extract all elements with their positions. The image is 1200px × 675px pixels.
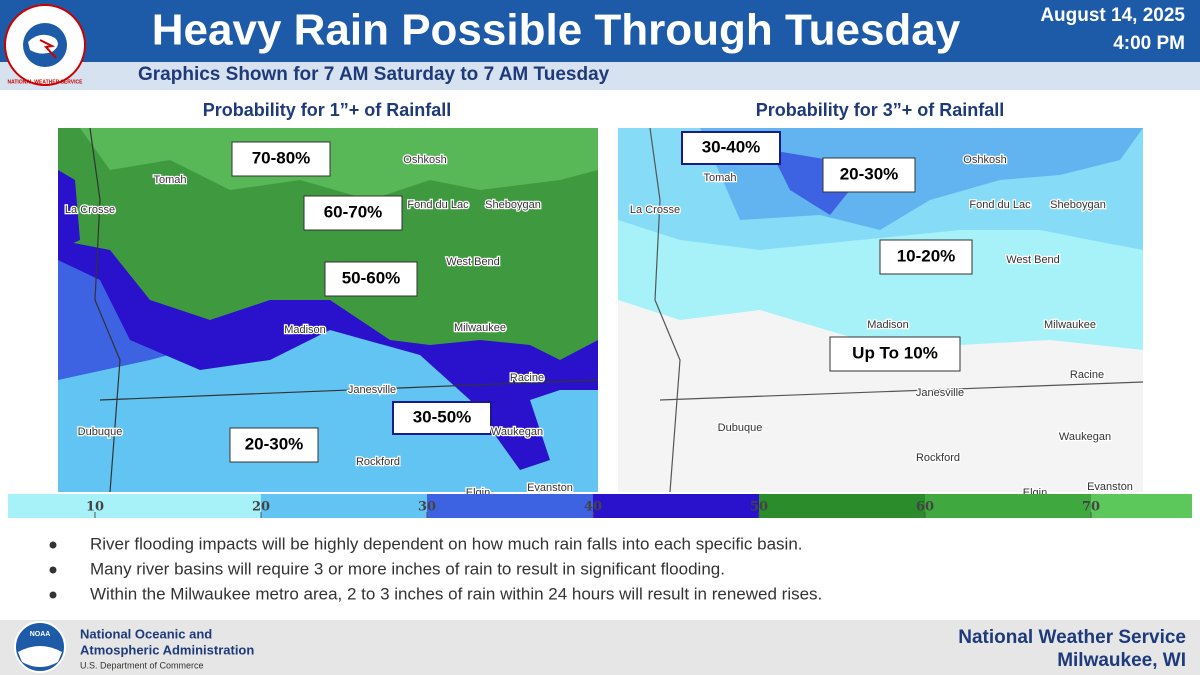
city-label: Waukegan (491, 426, 543, 438)
city-label: Waukegan (1059, 431, 1111, 443)
prob-label: 20-30% (245, 434, 304, 453)
prob-label: 50-60% (342, 268, 401, 287)
city-label: Janesville (348, 384, 396, 396)
city-label: Tomah (703, 172, 736, 184)
prob-box (879, 239, 973, 275)
colorbar-segment (261, 494, 427, 518)
prob-box (392, 401, 492, 435)
city-label: Dubuque (78, 426, 123, 438)
subtitle: Graphics Shown for 7 AM Saturday to 7 AM… (138, 64, 610, 85)
prob-label: 30-40% (702, 137, 761, 156)
colorbar-label: 60 (916, 500, 934, 515)
nws-logo-bolt (39, 39, 57, 59)
colorbar-label: 20 (252, 500, 270, 515)
colorbar-segment (427, 494, 593, 518)
city-label: Evanston (1087, 481, 1133, 493)
org-line: Atmospheric Administration (80, 642, 254, 657)
prob-label: 10-20% (897, 246, 956, 265)
city-label: Fond du Lac (407, 199, 469, 211)
office: National Weather Service (958, 627, 1186, 648)
map-left (58, 128, 598, 492)
city-label: Tomah (153, 174, 186, 186)
city-label: Janesville (916, 387, 964, 399)
colorbar-label: 30 (418, 500, 436, 515)
nws-logo-text: NATIONAL WEATHER SERVICE (8, 79, 84, 85)
colorbar-segment (593, 494, 759, 518)
prob-box (829, 336, 961, 372)
dept: U.S. Department of Commerce (80, 660, 204, 670)
colorbar-label: 10 (86, 500, 104, 515)
bullet-text: Within the Milwaukee metro area, 2 to 3 … (90, 584, 822, 603)
colorbar-label: 70 (1082, 500, 1100, 515)
date: August 14, 2025 (1040, 5, 1185, 26)
city-label: Dubuque (718, 422, 763, 434)
city-label: Rockford (916, 452, 960, 464)
city-label: Madison (867, 319, 909, 331)
state-line (89, 128, 121, 492)
city-label: Sheboygan (485, 199, 541, 211)
prob-box (303, 195, 403, 231)
colorbar-segment (925, 494, 1091, 518)
noaa-logo-wave (18, 646, 62, 667)
prob-box (822, 157, 916, 193)
state-line (659, 381, 1143, 401)
map-fill (80, 128, 598, 200)
city-label: Racine (510, 372, 544, 384)
city-label: Fond du Lac (969, 199, 1031, 211)
footer-band (0, 620, 1200, 675)
city-label: Milwaukee (1044, 319, 1096, 331)
bullet-dot (49, 591, 57, 599)
city-label: Rockford (356, 456, 400, 468)
bullet-text: Many river basins will require 3 or more… (90, 559, 725, 578)
time: 4:00 PM (1113, 33, 1185, 54)
colorbar-label: 40 (584, 500, 602, 515)
header-band (0, 0, 1200, 62)
office-location: Milwaukee, WI (1057, 650, 1186, 671)
colorbar-segment (1091, 494, 1192, 518)
prob-label: 20-30% (840, 164, 899, 183)
city-label: West Bend (1006, 254, 1060, 266)
city-label: Oshkosh (963, 154, 1006, 166)
title: Heavy Rain Possible Through Tuesday (152, 6, 961, 55)
prob-label: 30-50% (413, 407, 472, 426)
city-label: La Crosse (630, 204, 680, 216)
city-label: Racine (1070, 369, 1104, 381)
map-fill (58, 170, 80, 250)
prob-box (681, 131, 781, 165)
city-label: Milwaukee (454, 322, 506, 334)
bullet-text: River flooding impacts will be highly de… (90, 534, 803, 553)
colorbar: 10 20 30 40 50 60 70 (8, 494, 1192, 518)
prob-label: Up To 10% (852, 343, 938, 362)
noaa-logo-text: NOAA (30, 631, 51, 638)
bullet-dot (49, 541, 57, 549)
city-label: La Crosse (65, 204, 115, 216)
prob-box (229, 427, 319, 463)
state-line (99, 379, 598, 401)
org-line: National Oceanic and (80, 626, 212, 641)
prob-label: 70-80% (252, 148, 311, 167)
state-line (649, 128, 681, 492)
colorbar-label: 50 (750, 500, 768, 515)
bullet-dot (49, 566, 57, 574)
city-label: Oshkosh (403, 154, 446, 166)
map-fill (700, 128, 1143, 230)
bullets: River flooding impacts will be highly de… (49, 534, 822, 603)
city-label: Sheboygan (1050, 199, 1106, 211)
prob-box (231, 141, 331, 177)
prob-box (324, 261, 418, 297)
colorbar-segment (759, 494, 925, 518)
city-label: West Bend (446, 256, 500, 268)
city-labels: Tomah Oshkosh Fond du Lac Sheboygan La Cross… (64, 153, 1135, 501)
panel-title: Probability for 3”+ of Rainfall (756, 100, 1005, 120)
colorbar-segment (8, 494, 261, 518)
city-label: Madison (284, 324, 326, 336)
panel-title: Probability for 1”+ of Rainfall (203, 100, 452, 120)
prob-label: 60-70% (324, 202, 383, 221)
subtitle-band (0, 62, 1200, 90)
city-label: Evanston (527, 482, 573, 494)
nws-logo-cloud (28, 34, 58, 54)
